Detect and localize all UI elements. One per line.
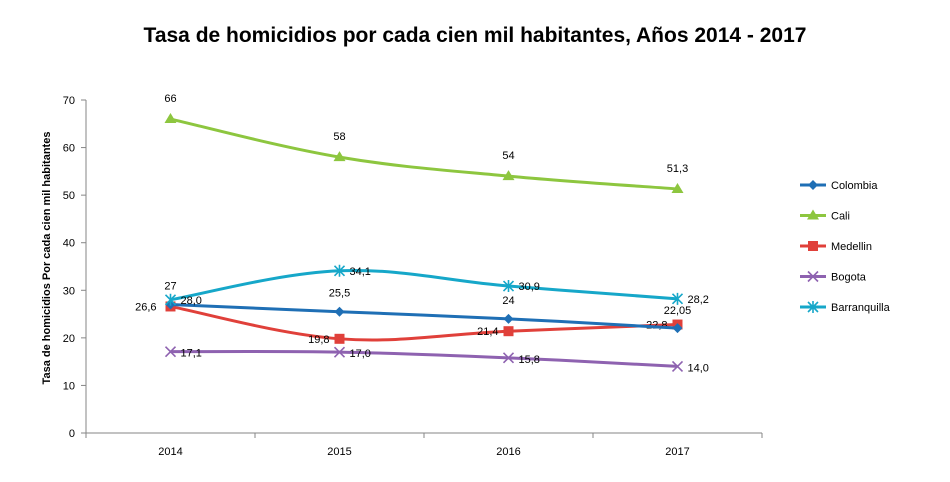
data-label: 28,2: [688, 294, 709, 306]
data-label: 15,8: [519, 354, 540, 366]
legend-item-medellin: Medellin: [800, 241, 872, 253]
data-label: 19,8: [308, 334, 329, 346]
legend-marker: [808, 180, 818, 190]
y-tick-label: 10: [63, 380, 75, 392]
legend: Colombia Cali Medellin Bogota Barranquilla: [800, 180, 891, 314]
data-label: 27: [164, 281, 176, 293]
data-point: [672, 323, 683, 334]
data-point: [502, 280, 515, 293]
legend-item-bogota: Bogota: [800, 270, 867, 284]
legend-marker: [807, 270, 819, 283]
data-label: 17,1: [181, 348, 202, 360]
data-label: 66: [164, 93, 176, 105]
series-line: [170, 303, 678, 330]
series-colombia: 27 25,5 24 22,05: [164, 281, 691, 334]
data-label: 26,6: [135, 301, 156, 313]
series-barranquilla: 28,0 34,1 30,9 28,2: [164, 264, 709, 307]
data-point: [503, 313, 514, 324]
data-label: 24: [502, 295, 514, 307]
data-label: 51,3: [667, 163, 688, 175]
series-line: [170, 304, 678, 342]
y-tick-label: 30: [63, 285, 75, 297]
chart-title: Tasa de homicidios por cada cien mil hab…: [144, 24, 807, 47]
data-label: 54: [502, 150, 514, 162]
series-line: [170, 268, 678, 302]
series-line: [170, 117, 678, 191]
legend-marker: [807, 209, 819, 220]
legend-marker: [808, 241, 818, 251]
data-label: 21,4: [477, 326, 498, 338]
data-label: 25,5: [329, 288, 350, 300]
data-point: [503, 326, 514, 337]
data-point: [334, 333, 345, 344]
legend-label: Medellin: [831, 241, 872, 253]
data-point: [333, 346, 346, 358]
legend-label: Cali: [831, 211, 850, 223]
legend-item-colombia: Colombia: [800, 180, 878, 192]
data-point: [671, 360, 684, 372]
legend-label: Bogota: [831, 272, 867, 284]
axes: 0 10 20 30 40 50 60 70 2014 2015 2016 2017: [63, 95, 763, 458]
data-label: 28,0: [181, 295, 202, 307]
x-tick-label: 2016: [496, 446, 520, 458]
x-tick-label: 2017: [665, 446, 689, 458]
data-point: [502, 352, 515, 364]
data-point: [333, 151, 346, 162]
series-layer: 17,1 17,0 15,814,026,619,821,422,82725,524…: [135, 93, 709, 374]
data-label: 30,9: [519, 281, 540, 293]
legend-label: Barranquilla: [831, 302, 891, 314]
data-point: [164, 293, 177, 306]
legend-item-cali: Cali: [800, 209, 850, 223]
data-point: [671, 292, 684, 305]
data-label: 34,1: [350, 266, 371, 278]
data-point: [334, 306, 345, 317]
y-tick-label: 20: [63, 333, 75, 345]
data-label: 22,05: [664, 305, 692, 317]
data-point: [671, 182, 684, 193]
data-point: [502, 170, 515, 181]
data-point: [164, 113, 177, 124]
y-tick-label: 60: [63, 143, 75, 155]
series-line: [170, 350, 678, 368]
y-tick-label: 70: [63, 95, 75, 107]
legend-marker: [807, 301, 819, 313]
legend-item-barranquilla: Barranquilla: [800, 301, 891, 314]
y-tick-label: 0: [69, 428, 75, 440]
x-tick-label: 2014: [158, 446, 182, 458]
y-axis-label: Tasa de homicidios Por cada cien mil hab…: [41, 132, 53, 385]
data-label: 58: [333, 131, 345, 143]
data-point: [164, 346, 177, 358]
y-tick-label: 50: [63, 190, 75, 202]
x-tick-label: 2015: [327, 446, 351, 458]
series-bogota: 17,1 17,0 15,8 14,0: [164, 346, 709, 374]
data-label: 14,0: [688, 362, 709, 374]
legend-label: Colombia: [831, 180, 878, 192]
series-cali: 66 58 54 51,3: [164, 93, 688, 193]
data-point: [333, 264, 346, 277]
data-label: 17,0: [350, 348, 371, 360]
y-tick-label: 40: [63, 238, 75, 250]
